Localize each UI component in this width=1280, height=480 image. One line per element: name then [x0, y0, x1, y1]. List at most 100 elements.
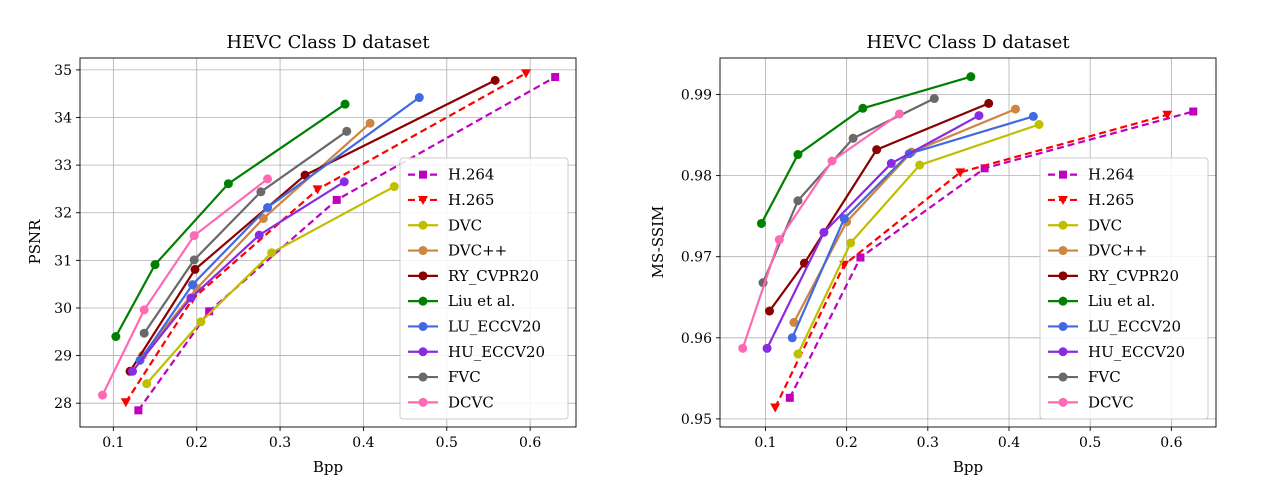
msssim-legend-label-h-265: H.265	[1088, 191, 1134, 209]
msssim-point-ry-cvpr20	[984, 98, 994, 108]
psnr-point-hu-eccv20	[339, 177, 349, 187]
msssim-point-ry-cvpr20	[765, 306, 775, 316]
msssim-legend-marker-dvc	[1058, 220, 1068, 230]
psnr-point-fvc	[139, 328, 149, 338]
psnr-series-dvc	[142, 182, 399, 389]
msssim-point-dvc	[846, 238, 856, 248]
msssim-point-lu-eccv20	[1028, 111, 1038, 121]
msssim-line-dcvc	[741, 113, 901, 349]
psnr-point-dvc	[389, 182, 399, 192]
msssim-legend-label-liu-et-al: Liu et al.	[1088, 292, 1155, 310]
chart-msssim-ylabel: MS-SSIM	[649, 206, 667, 279]
psnr-series-liu-et-al	[111, 99, 350, 342]
psnr-legend-marker-fvc	[418, 372, 428, 382]
chart-psnr-series	[98, 69, 560, 415]
psnr-point-lu-eccv20	[414, 93, 424, 103]
psnr-line-dvc	[145, 185, 395, 385]
msssim-legend-label-ry-cvpr20: RY_CVPR20	[1088, 267, 1179, 285]
chart-msssim-yticks: 0.95 0.96 0.97 0.98 0.99	[681, 87, 720, 428]
msssim-xtick-label: 0.3	[917, 435, 939, 451]
psnr-point-dvc	[267, 248, 277, 258]
msssim-series-liu-et-al	[756, 72, 976, 228]
psnr-xtick-label: 0.1	[102, 435, 124, 451]
psnr-point-liu-et-al	[340, 99, 350, 109]
msssim-point-lu-eccv20	[839, 214, 849, 224]
msssim-point-fvc	[793, 196, 803, 206]
msssim-point-dvc	[915, 160, 925, 170]
msssim-point-hu-eccv20	[974, 111, 984, 121]
chart-psnr-title: HEVC Class D dataset	[226, 32, 430, 53]
psnr-legend-label-dcvc: DCVC	[448, 393, 494, 411]
msssim-series-ry-cvpr20	[765, 98, 994, 316]
msssim-point-h-265	[1162, 110, 1173, 120]
chart-psnr-frame	[79, 57, 577, 428]
msssim-legend-marker-hu-eccv20	[1058, 347, 1068, 357]
psnr-point-h-265	[120, 398, 131, 408]
psnr-line-h-265	[124, 72, 527, 403]
psnr-point-lu-eccv20	[263, 203, 273, 213]
psnr-point-dvc	[196, 317, 206, 327]
psnr-legend-box	[399, 157, 569, 420]
psnr-ytick-label: 30	[54, 301, 72, 317]
psnr-legend-marker-ry-cvpr20	[418, 271, 428, 281]
psnr-ytick-label: 28	[54, 396, 72, 412]
msssim-series-h-264	[785, 107, 1198, 402]
msssim-legend-label-lu-eccv20: LU_ECCV20	[1088, 317, 1181, 335]
msssim-legend-label-hu-eccv20: HU_ECCV20	[1088, 343, 1185, 361]
msssim-legend-marker-dcvc	[1058, 397, 1068, 407]
msssim-xtick-label: 0.4	[998, 435, 1020, 451]
msssim-xtick-label: 0.1	[754, 435, 776, 451]
psnr-point-dcvc	[139, 305, 149, 315]
chart-psnr-ylabel: PSNR	[26, 219, 44, 264]
msssim-line-dvc	[796, 123, 1040, 355]
psnr-legend-marker-h-264	[419, 170, 427, 179]
psnr-legend-label-dvc: DVC++	[448, 242, 507, 260]
psnr-legend-label-h-264: H.264	[448, 166, 494, 184]
msssim-xtick-label: 0.5	[1079, 435, 1101, 451]
msssim-legend-marker-dvc	[1058, 246, 1068, 256]
msssim-point-dcvc	[738, 343, 748, 353]
psnr-point-liu-et-al	[111, 332, 121, 342]
psnr-legend-marker-dcvc	[418, 397, 428, 407]
msssim-point-h-264	[785, 393, 794, 402]
msssim-line-hu-eccv20	[766, 114, 980, 349]
psnr-ytick-label: 35	[54, 63, 72, 79]
chart-msssim-legend: H.264 H.265 DVC DVC++ RY_CVPR20 Liu et al. LU_…	[1039, 157, 1209, 420]
psnr-point-ry-cvpr20	[190, 264, 200, 274]
psnr-point-dcvc	[98, 390, 108, 400]
psnr-legend-label-hu-eccv20: HU_ECCV20	[448, 343, 545, 361]
psnr-legend-marker-liu-et-al	[418, 296, 428, 306]
msssim-line-fvc	[762, 97, 935, 284]
msssim-line-ry-cvpr20	[768, 102, 990, 312]
chart-psnr-legend: H.264 H.265 DVC DVC++ RY_CVPR20 Liu et al. LU_…	[399, 157, 569, 420]
psnr-series-h-264	[134, 73, 560, 415]
psnr-point-fvc	[342, 126, 352, 136]
psnr-point-dcvc	[189, 231, 199, 241]
psnr-point-fvc	[256, 187, 266, 197]
psnr-line-fvc	[143, 130, 348, 334]
msssim-legend-marker-ry-cvpr20	[1058, 271, 1068, 281]
msssim-legend-label-dvc: DVC++	[1088, 242, 1147, 260]
psnr-legend-marker-dvc	[418, 246, 428, 256]
msssim-point-ry-cvpr20	[872, 145, 882, 155]
psnr-point-h-264	[551, 73, 560, 82]
psnr-ytick-label: 33	[54, 158, 72, 174]
psnr-xtick-label: 0.5	[436, 435, 458, 451]
msssim-point-liu-et-al	[858, 103, 868, 113]
psnr-legend-marker-hu-eccv20	[418, 347, 428, 357]
chart-psnr: HEVC Class D dataset 0.1 0.2 0.3 0.4 0.5 0.6 …	[26, 32, 577, 476]
psnr-series-hu-eccv20	[128, 177, 349, 376]
msssim-point-dcvc	[894, 109, 904, 119]
psnr-point-dcvc	[263, 174, 273, 184]
psnr-point-hu-eccv20	[128, 366, 138, 376]
msssim-xtick-label: 0.6	[1160, 435, 1182, 451]
chart-msssim: HEVC Class D dataset 0.1 0.2 0.3 0.4 0.5 0.6 …	[649, 32, 1217, 476]
psnr-legend-label-fvc: FVC	[448, 368, 481, 386]
msssim-point-dvc	[1034, 120, 1044, 130]
msssim-point-h-265	[955, 168, 966, 178]
chart-msssim-title: HEVC Class D dataset	[866, 32, 1070, 53]
msssim-line-liu-et-al	[760, 75, 972, 224]
psnr-legend-label-h-265: H.265	[448, 191, 494, 209]
psnr-legend-marker-h-265	[418, 195, 428, 205]
psnr-legend-label-liu-et-al: Liu et al.	[448, 292, 515, 310]
